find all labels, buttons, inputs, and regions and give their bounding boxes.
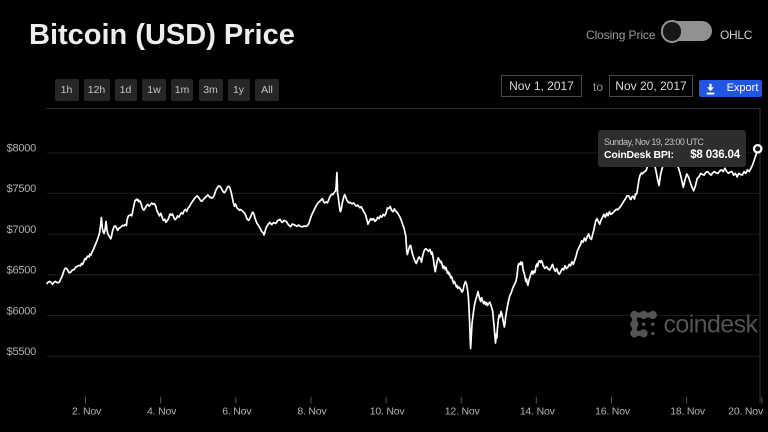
svg-text:8. Nov: 8. Nov	[297, 406, 327, 418]
svg-text:$7500: $7500	[7, 183, 36, 195]
svg-text:6. Nov: 6. Nov	[222, 406, 252, 418]
svg-text:20. Nov: 20. Nov	[728, 406, 764, 418]
svg-text:$8000: $8000	[7, 143, 36, 155]
svg-text:10. Nov: 10. Nov	[370, 406, 406, 418]
svg-text:16. Nov: 16. Nov	[595, 406, 631, 418]
svg-text:2. Nov: 2. Nov	[72, 406, 102, 418]
svg-text:coindesk: coindesk	[664, 311, 759, 339]
svg-text:$6500: $6500	[7, 265, 36, 277]
svg-text:$5500: $5500	[7, 346, 36, 358]
svg-text:4. Nov: 4. Nov	[147, 406, 177, 418]
svg-text:14. Nov: 14. Nov	[520, 406, 556, 418]
svg-text:18. Nov: 18. Nov	[670, 406, 706, 418]
svg-text:12. Nov: 12. Nov	[445, 406, 481, 418]
svg-text:$7000: $7000	[7, 224, 36, 236]
svg-text:$6000: $6000	[7, 305, 36, 317]
